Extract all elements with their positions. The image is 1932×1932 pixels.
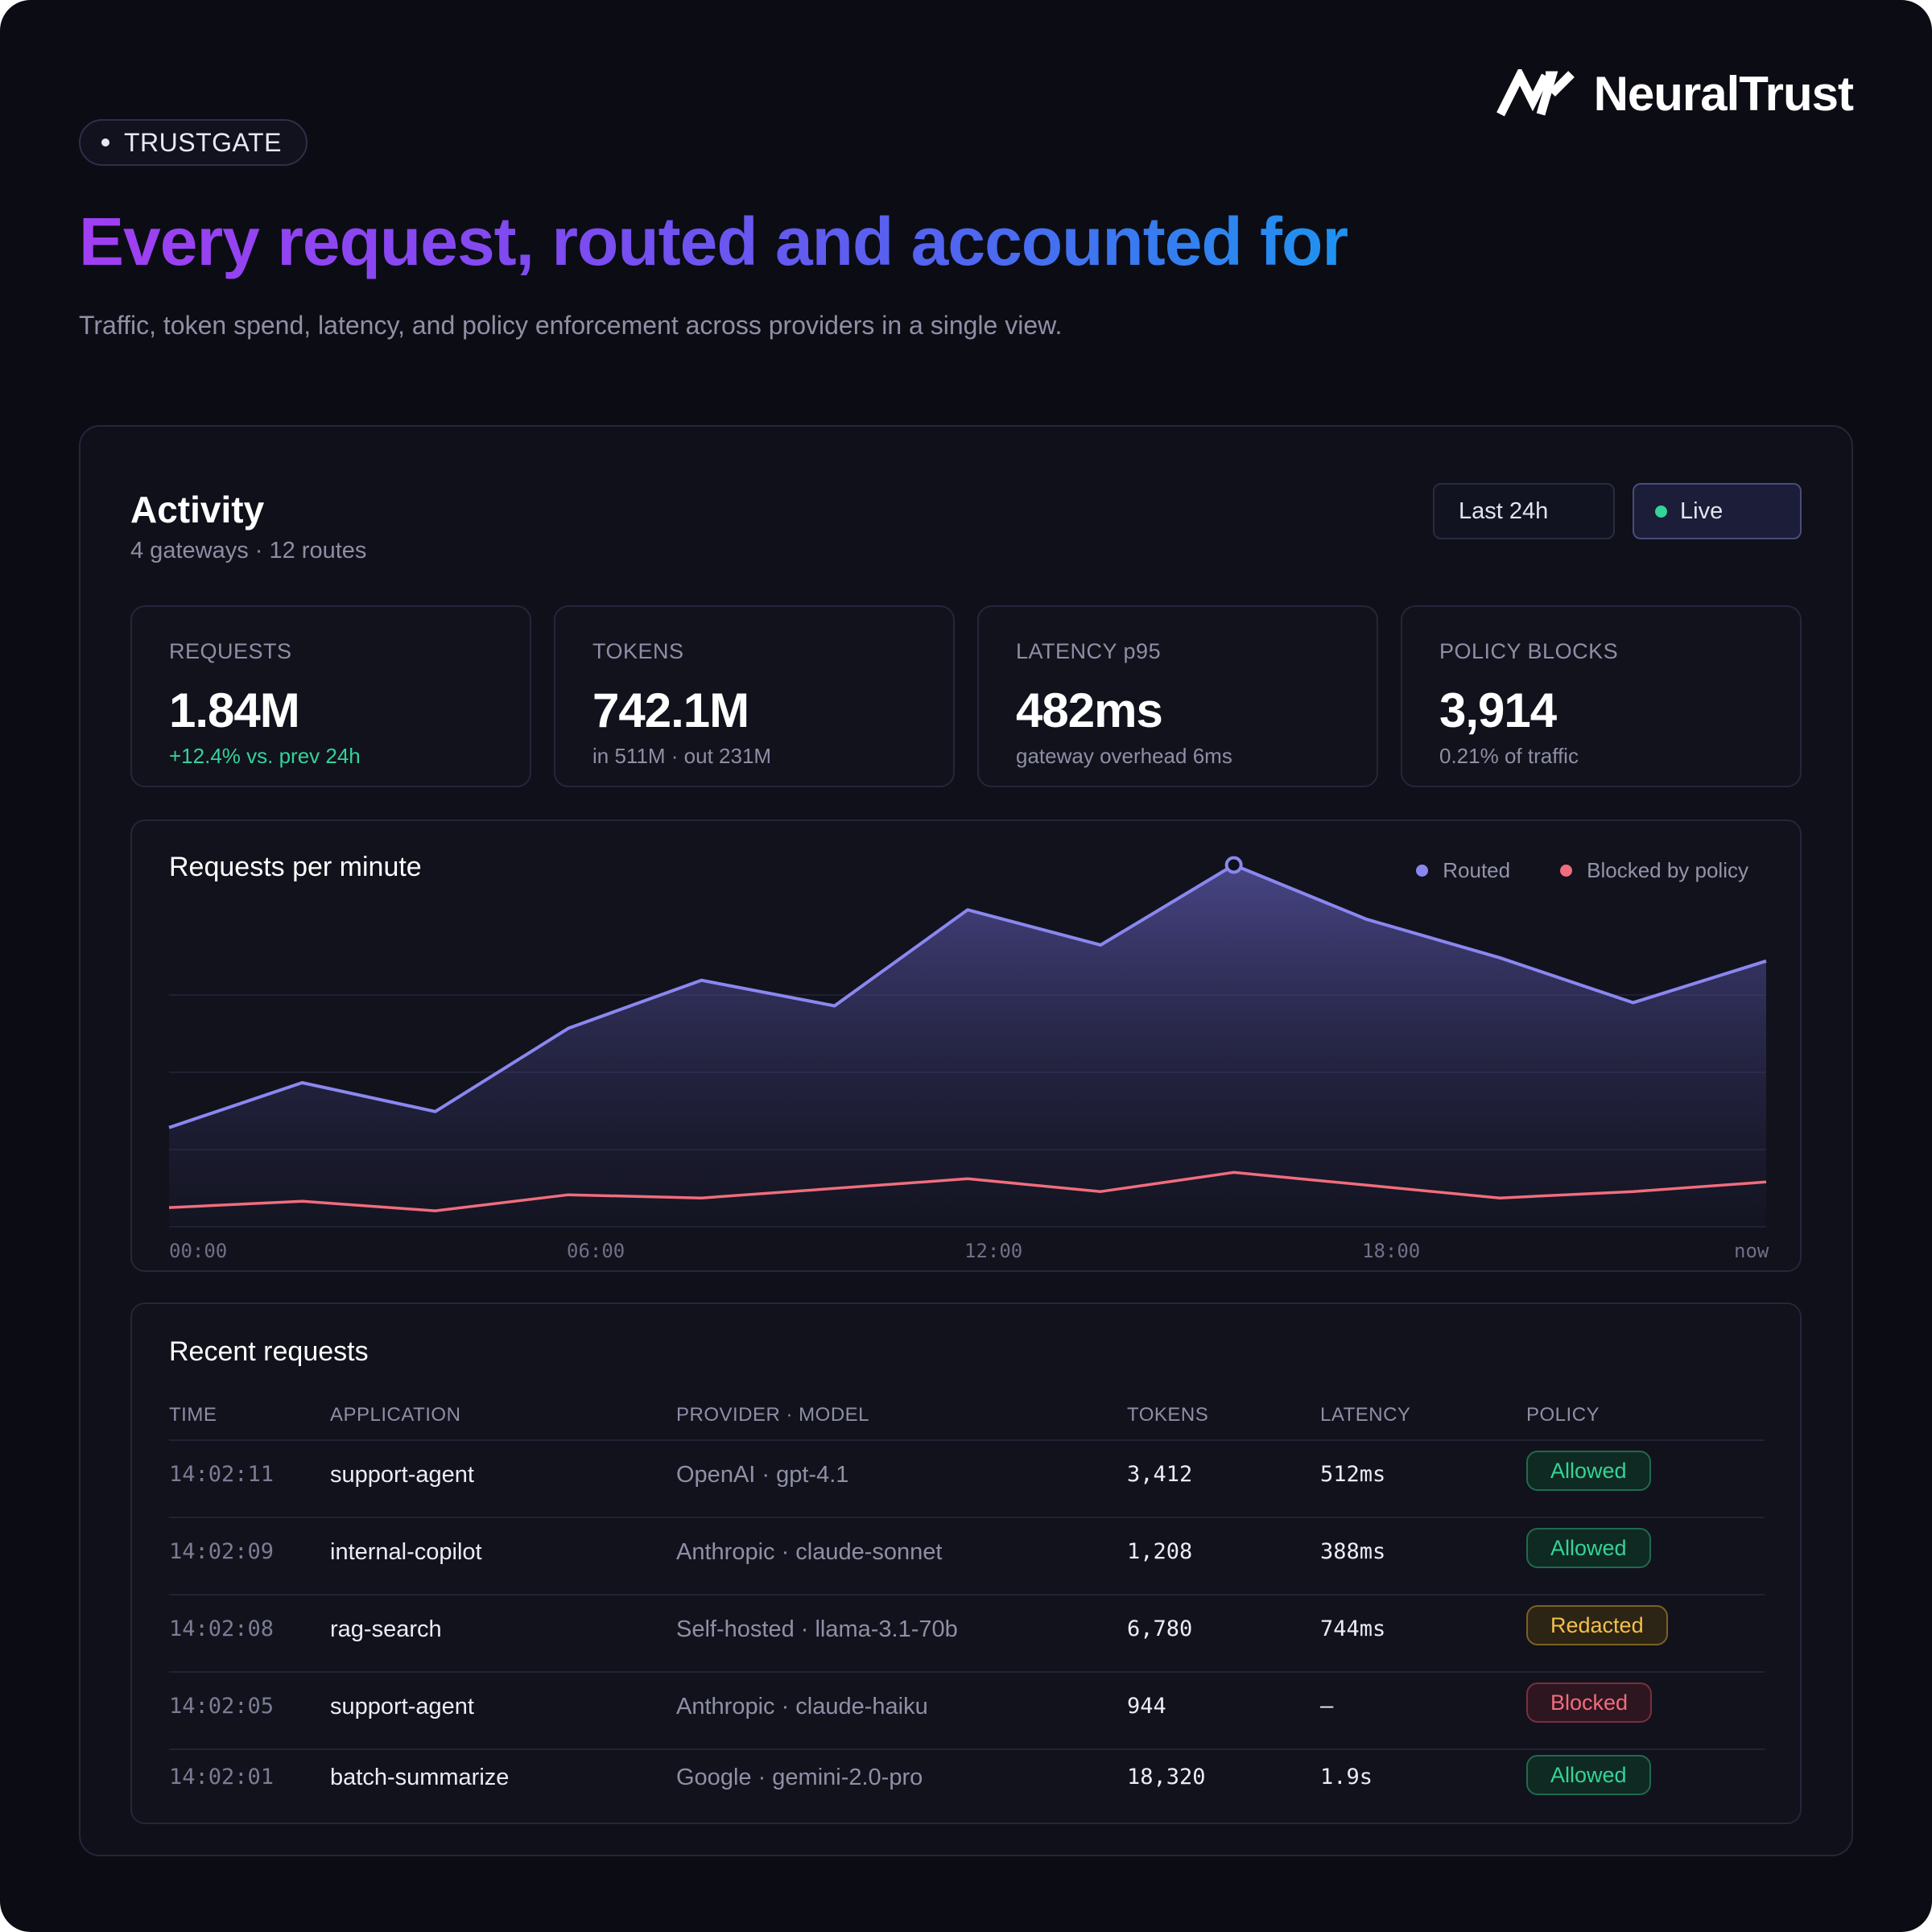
recent-requests-card: Recent requests TIME APPLICATION PROVIDE… — [130, 1302, 1802, 1824]
cell-latency: 388ms — [1320, 1539, 1386, 1564]
cell-latency: — — [1320, 1694, 1334, 1719]
routed-series-line — [168, 863, 1767, 1129]
cell-latency: 512ms — [1320, 1462, 1386, 1487]
cell-application: rag-search — [330, 1616, 442, 1642]
policy-badge-redacted: Redacted — [1526, 1605, 1668, 1645]
cell-application: support-agent — [330, 1462, 474, 1488]
cell-tokens: 6,780 — [1127, 1616, 1193, 1641]
policy-badge-allowed: Allowed — [1526, 1528, 1651, 1568]
cell-application: support-agent — [330, 1694, 474, 1719]
cell-application: internal-copilot — [330, 1539, 482, 1565]
stat-card-tokens: TOKENS 742.1M in 511M · out 231M — [554, 605, 955, 787]
cell-time: 14:02:09 — [169, 1539, 275, 1564]
table-divider — [169, 1439, 1765, 1441]
stat-value: 1.84M — [169, 683, 300, 737]
chart-legend: Routed Blocked by policy — [1416, 858, 1748, 883]
peak-point-marker — [1224, 856, 1243, 874]
x-axis-tick-label: now — [1734, 1240, 1769, 1262]
cell-tokens: 18,320 — [1127, 1765, 1206, 1790]
x-axis-tick-label: 00:00 — [169, 1240, 228, 1262]
badge-dot-icon — [101, 138, 109, 147]
cell-tokens: 3,412 — [1127, 1462, 1193, 1487]
cell-application: batch-summarize — [330, 1765, 510, 1790]
legend-item-routed: Routed — [1416, 858, 1510, 883]
page-subheadline: Traffic, token spend, latency, and polic… — [79, 311, 1063, 340]
cell-latency: 1.9s — [1320, 1765, 1373, 1790]
x-axis-tick-label: 18:00 — [1362, 1240, 1421, 1262]
policy-badge-allowed: Allowed — [1526, 1755, 1651, 1795]
stat-note: +12.4% vs. prev 24h — [169, 744, 361, 768]
live-label: Live — [1680, 497, 1724, 524]
neuraltrust-logo-icon — [1496, 68, 1575, 116]
stat-note: gateway overhead 6ms — [1016, 744, 1232, 768]
cell-tokens: 944 — [1127, 1694, 1166, 1719]
column-header-latency: LATENCY — [1320, 1404, 1411, 1426]
live-status-dot-icon — [1655, 505, 1667, 518]
legend-label: Blocked by policy — [1587, 858, 1748, 882]
x-axis-tick-label: 06:00 — [567, 1240, 625, 1262]
cell-time: 14:02:05 — [169, 1694, 275, 1719]
column-header-time: TIME — [169, 1404, 217, 1426]
stat-label: LATENCY p95 — [1016, 639, 1162, 663]
column-header-tokens: TOKENS — [1127, 1404, 1209, 1426]
cell-provider-model: Anthropic · claude-haiku — [676, 1694, 928, 1719]
column-header-application: APPLICATION — [330, 1404, 461, 1426]
cell-time: 14:02:08 — [169, 1616, 275, 1641]
product-badge-label: TRUSTGATE — [124, 127, 282, 157]
legend-label: Routed — [1443, 858, 1511, 882]
table-divider — [169, 1671, 1765, 1673]
column-header-policy: POLICY — [1526, 1404, 1600, 1426]
stat-note: 0.21% of traffic — [1439, 744, 1579, 768]
cell-provider-model: Self-hosted · llama-3.1-70b — [676, 1616, 958, 1642]
legend-dot-icon — [1560, 865, 1573, 877]
x-axis-tick-label: 12:00 — [964, 1240, 1023, 1262]
column-header-provider-model: PROVIDER · MODEL — [676, 1404, 870, 1426]
cell-tokens: 1,208 — [1127, 1539, 1193, 1564]
live-button[interactable]: Live — [1633, 483, 1802, 539]
brand-name: NeuralTrust — [1593, 67, 1854, 121]
cell-provider-model: Google · gemini-2.0-pro — [676, 1765, 923, 1790]
page-headline: Every request, routed and accounted for — [79, 204, 1348, 279]
blocked-series-line — [168, 1170, 1767, 1212]
stat-card-requests: REQUESTS 1.84M +12.4% vs. prev 24h — [130, 605, 531, 787]
cell-time: 14:02:01 — [169, 1765, 275, 1790]
chart-title: Requests per minute — [169, 852, 422, 882]
legend-dot-icon — [1416, 865, 1429, 877]
legend-item-blocked: Blocked by policy — [1560, 858, 1748, 883]
brand-logo: NeuralTrust — [1496, 66, 1854, 122]
product-badge: TRUSTGATE — [79, 119, 308, 166]
routed-area — [169, 865, 1766, 1227]
stat-note: in 511M · out 231M — [592, 744, 772, 768]
cell-provider-model: OpenAI · gpt-4.1 — [676, 1462, 849, 1488]
time-range-label: Last 24h — [1459, 497, 1549, 524]
table-divider — [169, 1594, 1765, 1596]
table-divider — [169, 1748, 1765, 1750]
stat-label: POLICY BLOCKS — [1439, 639, 1619, 663]
cell-latency: 744ms — [1320, 1616, 1386, 1641]
stat-label: TOKENS — [592, 639, 684, 663]
policy-badge-allowed: Allowed — [1526, 1451, 1651, 1491]
requests-area-chart — [168, 856, 1767, 1228]
policy-badge-blocked: Blocked — [1526, 1682, 1653, 1723]
time-range-button[interactable]: Last 24h — [1433, 483, 1615, 539]
table-divider — [169, 1517, 1765, 1518]
cell-time: 14:02:11 — [169, 1462, 275, 1487]
recent-requests-title: Recent requests — [169, 1336, 369, 1367]
stat-value: 742.1M — [592, 683, 749, 737]
activity-title: Activity — [130, 489, 265, 530]
stat-label: REQUESTS — [169, 639, 292, 663]
stat-value: 482ms — [1016, 683, 1163, 737]
activity-panel: Activity 4 gateways · 12 routes Last 24h… — [79, 425, 1853, 1856]
activity-subtitle: 4 gateways · 12 routes — [130, 538, 367, 564]
stat-card-latency: LATENCY p95 482ms gateway overhead 6ms — [977, 605, 1378, 787]
requests-chart-card: Requests per minute Routed Blocked by po… — [130, 819, 1802, 1272]
stat-card-policy-blocks: POLICY BLOCKS 3,914 0.21% of traffic — [1401, 605, 1802, 787]
cell-provider-model: Anthropic · claude-sonnet — [676, 1539, 943, 1565]
stat-value: 3,914 — [1439, 683, 1557, 737]
